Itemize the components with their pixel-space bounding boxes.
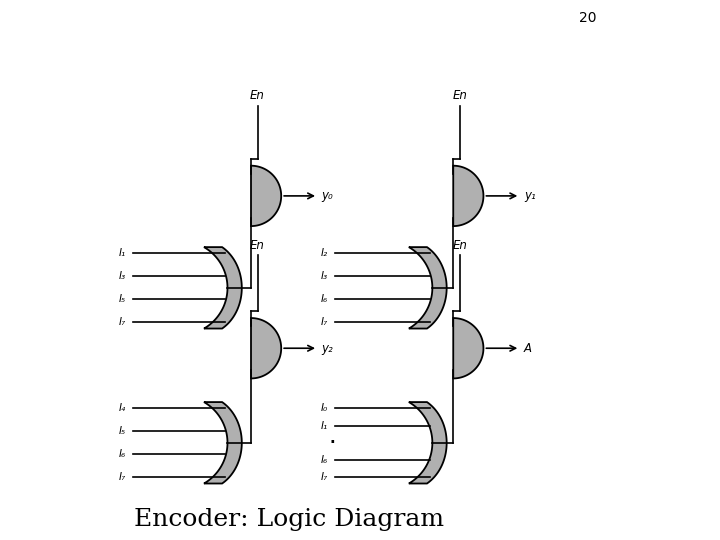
Text: I₅: I₅ (118, 294, 125, 305)
Text: I₆: I₆ (320, 294, 328, 305)
Text: I₅: I₅ (118, 426, 125, 436)
Polygon shape (204, 247, 242, 328)
Text: A: A (524, 342, 532, 355)
Text: I₁: I₁ (118, 248, 125, 259)
Text: y₂: y₂ (322, 342, 333, 355)
Text: I₇: I₇ (320, 472, 328, 482)
Text: I₆: I₆ (118, 449, 125, 459)
Text: Encoder: Logic Diagram: Encoder: Logic Diagram (134, 509, 444, 531)
Polygon shape (251, 166, 282, 226)
Text: En: En (250, 90, 265, 103)
Text: I₄: I₄ (118, 403, 125, 414)
Text: y₀: y₀ (322, 190, 333, 202)
Polygon shape (454, 166, 483, 226)
Text: I₁: I₁ (320, 421, 328, 430)
Text: I₃: I₃ (320, 272, 328, 281)
Text: I₇: I₇ (320, 317, 328, 327)
Polygon shape (409, 247, 446, 328)
Text: En: En (452, 90, 467, 103)
Text: I₀: I₀ (320, 403, 328, 414)
Text: I₇: I₇ (118, 472, 125, 482)
Text: En: En (250, 239, 265, 252)
Text: 20: 20 (579, 11, 596, 25)
Polygon shape (409, 402, 446, 483)
Text: ·: · (329, 435, 335, 450)
Text: I₃: I₃ (118, 272, 125, 281)
Text: I₂: I₂ (320, 248, 328, 259)
Polygon shape (204, 402, 242, 483)
Polygon shape (251, 318, 282, 379)
Text: y₁: y₁ (524, 190, 536, 202)
Text: I₇: I₇ (118, 317, 125, 327)
Polygon shape (454, 318, 483, 379)
Text: I₆: I₆ (320, 455, 328, 465)
Text: En: En (452, 239, 467, 252)
